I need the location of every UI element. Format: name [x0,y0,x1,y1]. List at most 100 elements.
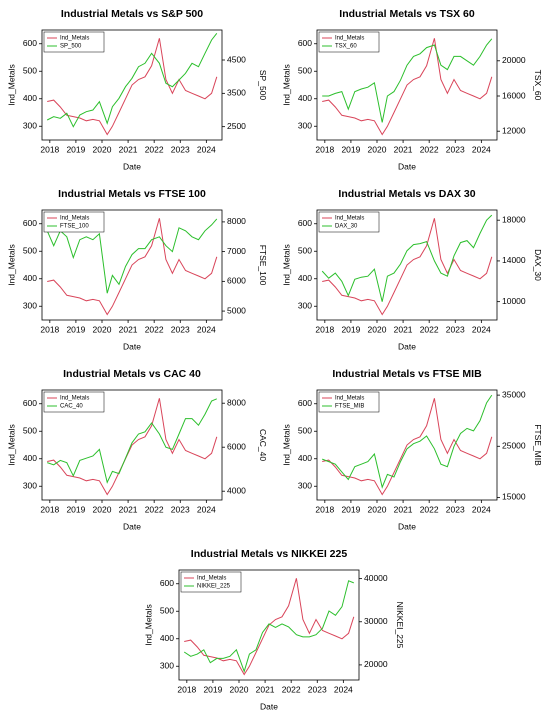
y2-tick-label: 15000 [502,492,526,502]
y-tick-label: 300 [298,301,312,311]
y-tick-label: 400 [23,273,37,283]
x-tick-label: 2020 [368,324,387,334]
legend: Ind_Metals NIKKEI_225 [180,571,242,593]
x-axis-label: Date [123,161,141,171]
y-axis-label: Ind_Metals [143,604,153,646]
chart-panel: Industrial Metals vs FTSE MIB 2018 2019 202… [281,368,543,531]
x-tick-label: 2020 [93,324,112,334]
x-tick-label: 2018 [315,144,334,154]
y-tick-label: 600 [298,218,312,228]
y-tick-label: 400 [160,633,174,643]
y2-axis-label: DAX_30 [533,249,543,281]
series-line [321,214,493,302]
x-tick-label: 2023 [446,324,465,334]
x-tick-label: 2020 [230,684,249,694]
legend-label: Ind_Metals [335,36,364,42]
x-axis-label: Date [398,161,416,171]
x-axis-label: Date [123,341,141,351]
legend: Ind_Metals SP_500 [43,31,105,53]
y2-tick-label: 14000 [502,255,526,265]
y-tick-label: 300 [23,301,37,311]
series-line [322,38,493,136]
legend-label: CAC_40 [60,404,83,410]
x-tick-label: 2018 [40,324,59,334]
x-tick-label: 2024 [197,324,216,334]
legend-label: SP_500 [60,44,82,50]
y-tick-label: 500 [298,426,312,436]
y2-tick-label: 8000 [227,397,246,407]
x-tick-label: 2019 [66,504,85,514]
x-tick-label: 2023 [171,324,190,334]
plot-frame [41,29,223,141]
series-line [322,398,493,496]
x-tick-label: 2019 [341,504,360,514]
chart-title: Industrial Metals vs DAX 30 [338,188,475,200]
plot-frame [41,209,223,321]
y2-tick-label: 6000 [227,441,246,451]
legend-box [43,211,105,233]
x-tick-label: 2019 [66,144,85,154]
legend-label: NIKKEI_225 [197,584,231,590]
y2-tick-label: 12000 [502,125,526,135]
x-tick-label: 2024 [197,144,216,154]
y-tick-label: 400 [298,273,312,283]
y-axis-label: Ind_Metals [281,244,291,286]
x-tick-label: 2018 [315,504,334,514]
x-tick-label: 2021 [394,144,413,154]
y-tick-label: 500 [298,66,312,76]
chart-panel: Industrial Metals vs CAC 40 2018 2019 2020 2… [6,368,268,531]
x-tick-label: 2018 [40,504,59,514]
x-tick-label: 2020 [368,504,387,514]
y2-tick-label: 8000 [227,216,246,226]
legend: Ind_Metals CAC_40 [43,391,105,413]
x-tick-label: 2024 [197,504,216,514]
y-tick-label: 600 [23,38,37,48]
y-tick-label: 500 [160,606,174,616]
legend: Ind_Metals FTSE_100 [43,211,105,233]
y2-tick-label: 3500 [227,88,246,98]
y-tick-label: 600 [23,398,37,408]
x-tick-label: 2021 [119,324,138,334]
x-axis-label: Date [398,341,416,351]
x-tick-label: 2023 [308,684,327,694]
x-tick-label: 2021 [119,504,138,514]
x-tick-label: 2024 [472,324,491,334]
plot-frame [41,389,223,501]
y-tick-label: 600 [298,38,312,48]
chart-panel: Industrial Metals vs NIKKEI 225 2018 2019 2… [143,548,405,711]
series-line [322,218,493,316]
y2-tick-label: 2500 [227,121,246,131]
y2-axis-label: CAC_40 [258,429,268,461]
y-tick-label: 400 [298,453,312,463]
x-axis-label: Date [260,701,278,711]
legend-label: DAX_30 [335,224,358,230]
legend-label: FTSE_100 [60,224,89,230]
x-tick-label: 2019 [341,324,360,334]
y2-tick-label: 18000 [502,214,526,224]
y2-tick-label: 10000 [502,296,526,306]
x-tick-label: 2018 [40,144,59,154]
y-axis-label: Ind_Metals [6,244,16,286]
x-tick-label: 2022 [420,144,439,154]
legend-label: Ind_Metals [197,576,226,582]
x-axis-label: Date [398,521,416,531]
x-tick-label: 2020 [368,144,387,154]
series-line [47,398,218,496]
legend-label: Ind_Metals [335,396,364,402]
series-line [47,218,218,316]
y2-tick-label: 25000 [502,441,526,451]
series-line [47,38,218,136]
x-tick-label: 2024 [334,684,353,694]
y-tick-label: 400 [23,93,37,103]
legend-box [43,391,105,413]
y-tick-label: 500 [23,246,37,256]
x-tick-label: 2020 [93,504,112,514]
x-tick-label: 2024 [472,144,491,154]
x-tick-label: 2021 [119,144,138,154]
y2-tick-label: 7000 [227,246,246,256]
chart-title: Industrial Metals vs FTSE MIB [332,368,482,380]
y-tick-label: 400 [23,453,37,463]
legend-box [180,571,242,593]
legend-label: Ind_Metals [60,36,89,42]
x-tick-label: 2023 [171,504,190,514]
